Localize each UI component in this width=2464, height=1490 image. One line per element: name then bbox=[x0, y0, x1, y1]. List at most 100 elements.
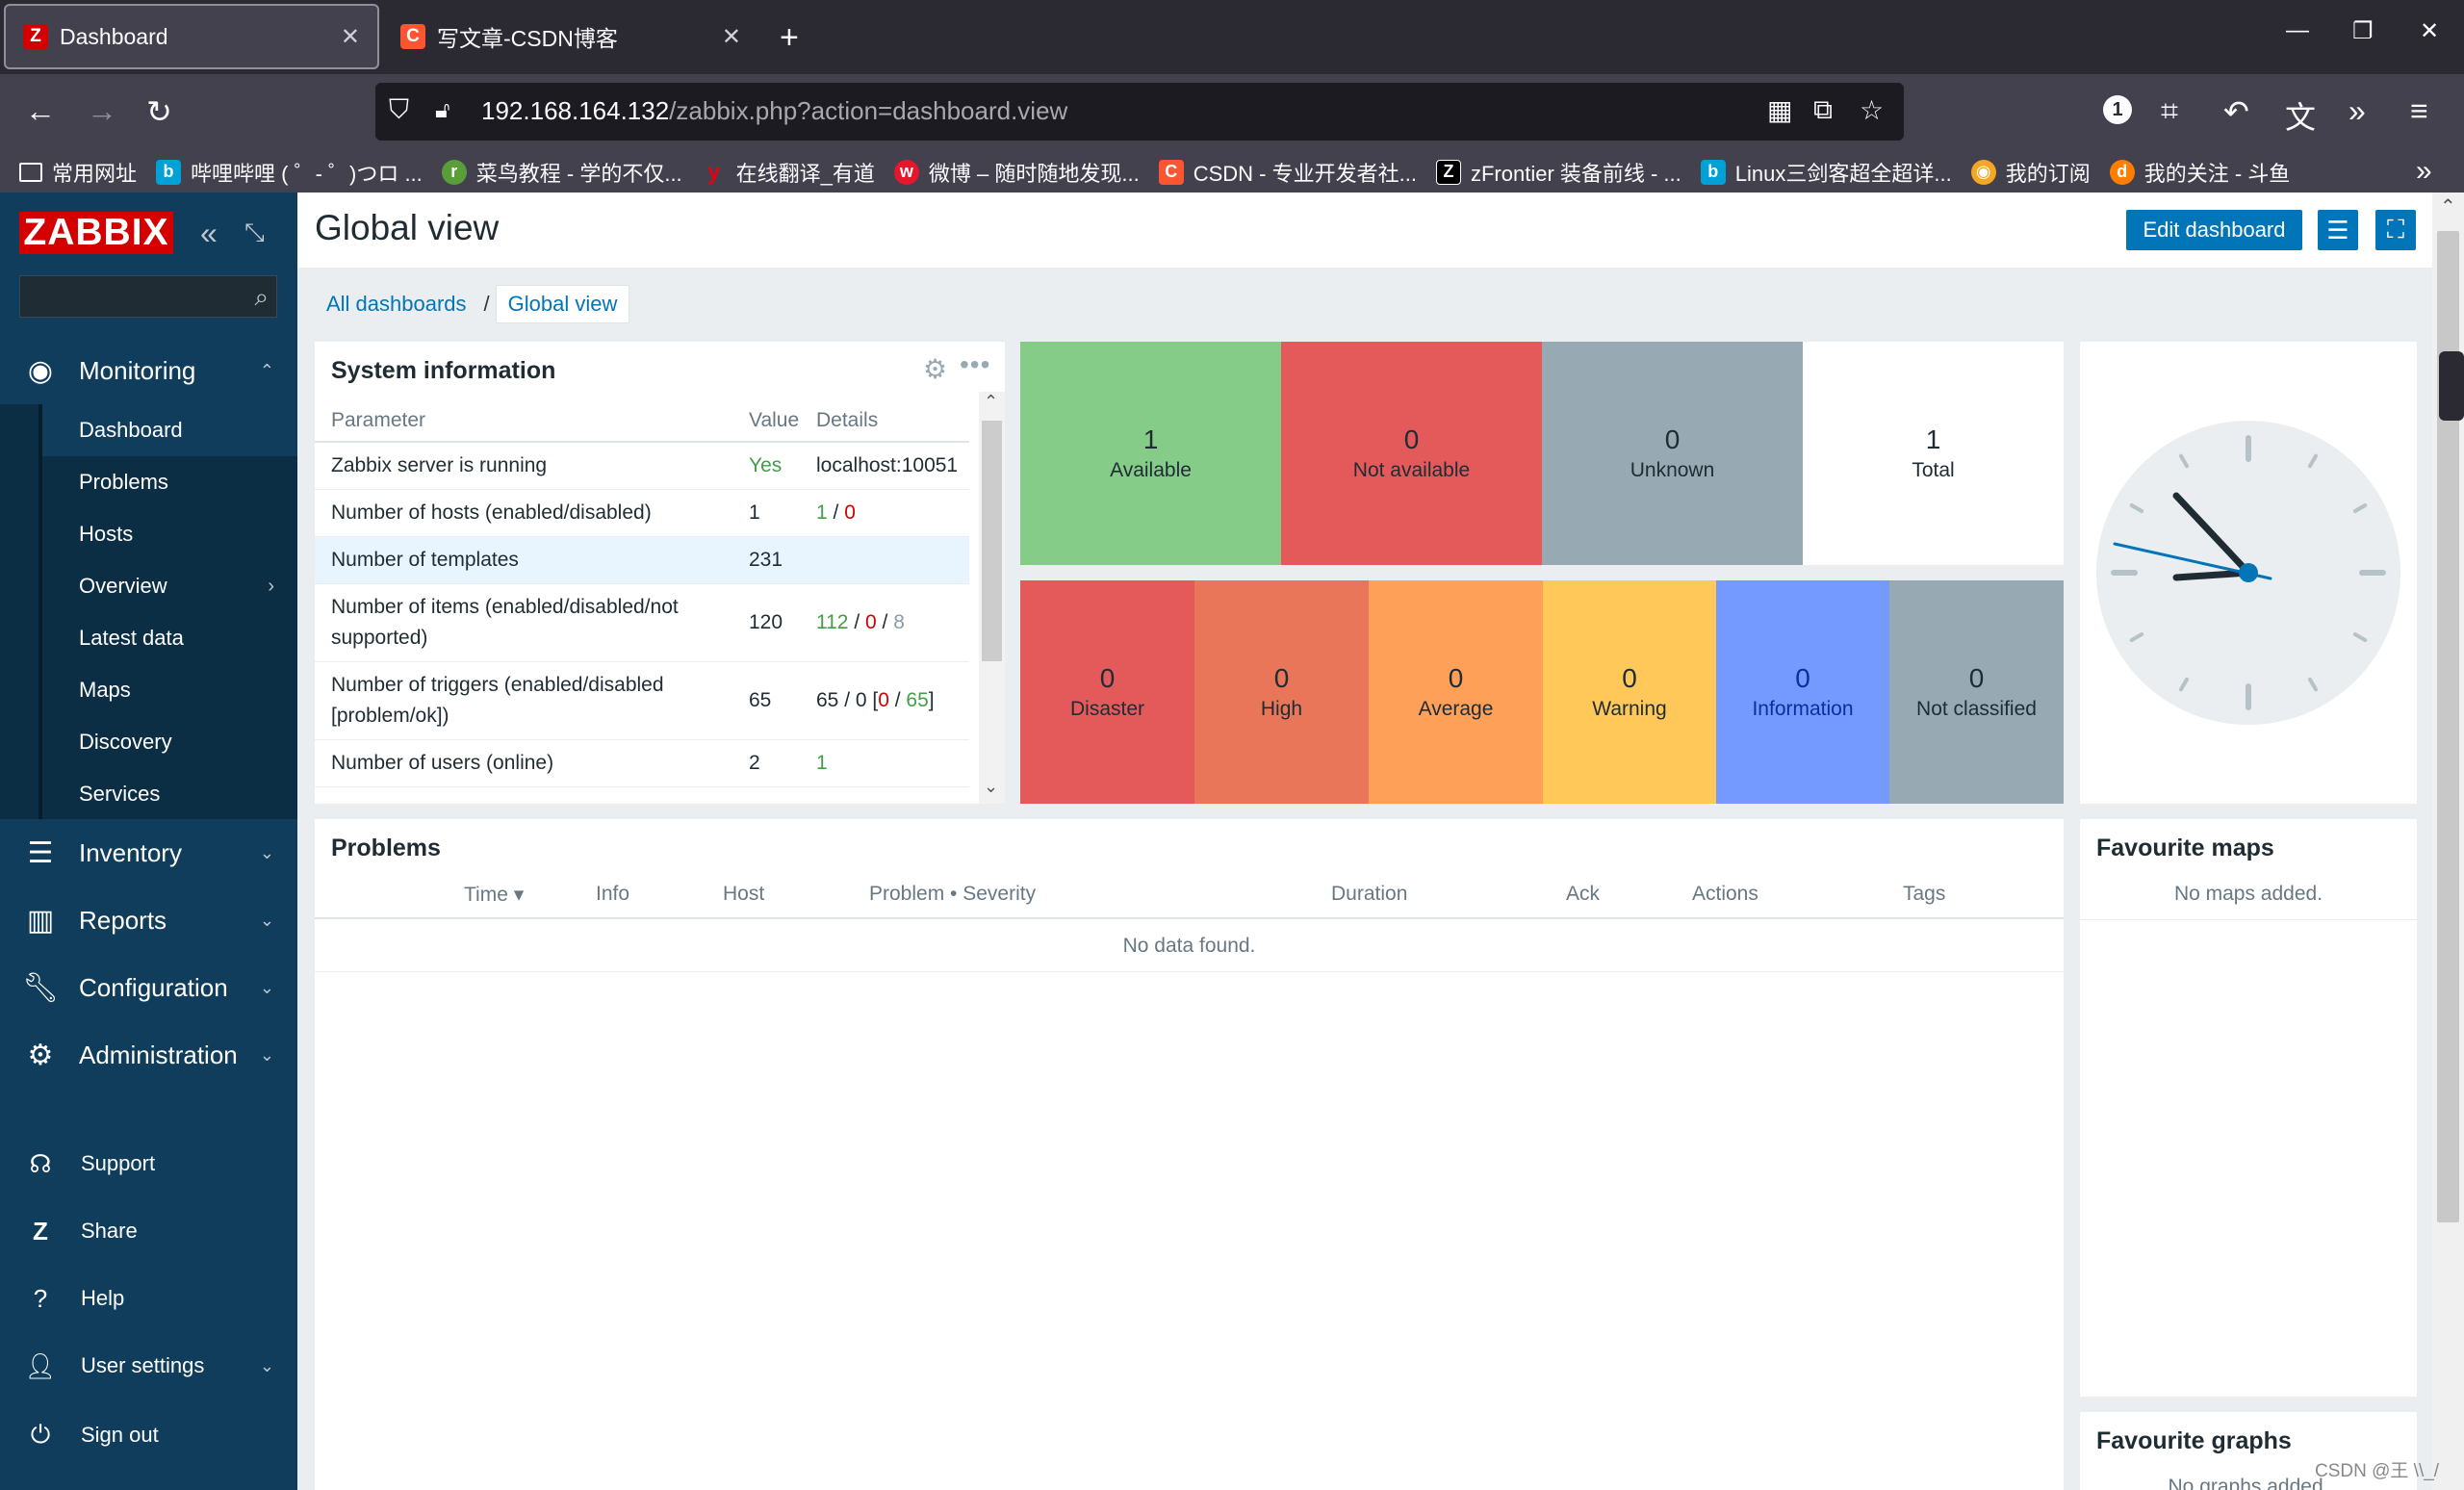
sidebar-item-hosts[interactable]: Hosts bbox=[79, 522, 134, 546]
close-tab-icon[interactable]: ✕ bbox=[721, 23, 741, 50]
zabbix-logo[interactable]: ZABBIX bbox=[19, 212, 173, 254]
restore-icon[interactable]: ❐ bbox=[2352, 18, 2374, 44]
host-status-total[interactable]: 1 Total bbox=[1803, 342, 2064, 565]
menu-support[interactable]: ☊ Support bbox=[0, 1130, 297, 1197]
menu-icon[interactable]: ≡ bbox=[2410, 93, 2428, 128]
widget-more-icon[interactable]: ••• bbox=[960, 349, 991, 379]
sidebar-item-discovery[interactable]: Discovery bbox=[79, 730, 172, 754]
bookmark-weibo[interactable]: w 微博 – 随时随地发现... bbox=[893, 157, 1140, 188]
kiosk-mode-icon[interactable]: ⤡ bbox=[244, 218, 265, 246]
scroll-down-icon[interactable]: ⌄ bbox=[984, 777, 999, 796]
menu-user-settings[interactable]: 👤︎ User settings ⌄ bbox=[0, 1332, 297, 1400]
sidebar-item-latest-data[interactable]: Latest data bbox=[79, 626, 184, 650]
widget-scrollbar[interactable]: ⌃ ⌄ bbox=[979, 392, 1005, 804]
new-tab-icon[interactable]: + bbox=[780, 19, 799, 56]
bookmarks-overflow-icon[interactable]: » bbox=[2416, 155, 2432, 187]
close-tab-icon[interactable]: ✕ bbox=[340, 23, 360, 50]
fullscreen-icon[interactable]: ⛶ bbox=[2375, 210, 2416, 250]
column-host[interactable]: Host bbox=[723, 883, 765, 905]
host-status-unknown[interactable]: 0 Unknown bbox=[1542, 342, 1803, 565]
sidebar: ZABBIX « ⤡ ⌕ ◉ Monitoring ⌃ Dashboard Pr… bbox=[0, 193, 297, 1490]
page-scrollbar-thumb[interactable] bbox=[2437, 231, 2459, 1222]
bookmark-bilibili[interactable]: b 哔哩哔哩 ( ゜- ゜)つロ ... bbox=[156, 157, 423, 188]
tab-title: 写文章-CSDN博客 bbox=[437, 26, 618, 51]
overflow-icon[interactable]: » bbox=[2348, 93, 2366, 128]
subscription-icon: ◉ bbox=[1970, 159, 1996, 185]
dashboard-actions-icon[interactable]: ☰ bbox=[2318, 210, 2358, 250]
chevron-down-icon: ⌄ bbox=[259, 910, 274, 930]
bookmark-csdn[interactable]: C CSDN - 专业开发者社... bbox=[1158, 157, 1417, 188]
headset-icon: ☊ bbox=[29, 1148, 52, 1178]
insecure-lock-icon[interactable]: 🔓︎ bbox=[435, 97, 450, 123]
table-row: Number of users (online) 2 1 bbox=[315, 739, 969, 787]
extension-badge-icon[interactable]: 1 bbox=[2103, 95, 2132, 124]
qr-code-icon[interactable]: ▦ bbox=[1767, 95, 1793, 125]
translate-ext-icon[interactable]: 文 bbox=[2285, 100, 2317, 135]
severity-average[interactable]: 0 Average bbox=[1369, 580, 1543, 804]
menu-sign-out[interactable]: ⏻ Sign out bbox=[0, 1401, 297, 1469]
reload-icon[interactable]: ↻ bbox=[146, 94, 172, 129]
host-status-not-available[interactable]: 0 Not available bbox=[1281, 342, 1542, 565]
search-input[interactable]: ⌕ bbox=[19, 275, 277, 318]
search-icon[interactable]: ⌕ bbox=[254, 282, 269, 311]
menu-administration[interactable]: ⚙ Administration ⌄ bbox=[0, 1021, 297, 1089]
side-panel-handle[interactable] bbox=[2439, 351, 2464, 421]
breadcrumb-all-dashboards[interactable]: All dashboards bbox=[326, 292, 467, 316]
bookmark-runoob[interactable]: r 菜鸟教程 - 学的不仅... bbox=[441, 157, 682, 188]
bookmark-youdao[interactable]: y 在线翻译_有道 bbox=[702, 157, 875, 188]
share-z-icon: Z bbox=[33, 1216, 48, 1246]
sidebar-item-services[interactable]: Services bbox=[79, 782, 161, 806]
clock-tick bbox=[2308, 453, 2318, 469]
severity-information[interactable]: 0 Information bbox=[1716, 580, 1889, 804]
url-bar[interactable]: ⛉ 🔓︎ 192.168.164.132/zabbix.php?action=d… bbox=[375, 83, 1904, 141]
sidebar-item-dashboard[interactable]: Dashboard bbox=[42, 404, 297, 456]
sidebar-item-overview[interactable]: Overview › bbox=[79, 574, 274, 598]
column-info: Info bbox=[596, 883, 630, 905]
menu-configuration[interactable]: 🔧︎ Configuration ⌄ bbox=[21, 971, 274, 1004]
crop-icon[interactable]: ⌗ bbox=[2161, 93, 2179, 128]
window-close-icon[interactable]: ✕ bbox=[2420, 18, 2440, 44]
menu-help[interactable]: ? Help bbox=[0, 1265, 297, 1332]
minimize-icon[interactable]: — bbox=[2286, 17, 2309, 43]
scroll-up-icon[interactable]: ⌃ bbox=[2440, 196, 2456, 218]
chevron-down-icon: ⌄ bbox=[259, 977, 274, 997]
bookmark-subscriptions[interactable]: ◉ 我的订阅 bbox=[1970, 157, 2091, 188]
menu-monitoring[interactable]: ◉ Monitoring ⌃ bbox=[0, 337, 297, 404]
url-text[interactable]: 192.168.164.132/zabbix.php?action=dashbo… bbox=[481, 96, 1068, 125]
scrollbar-thumb[interactable] bbox=[982, 421, 1002, 661]
severity-high[interactable]: 0 High bbox=[1194, 580, 1369, 804]
severity-warning[interactable]: 0 Warning bbox=[1543, 580, 1716, 804]
shield-icon[interactable]: ⛉ bbox=[389, 94, 410, 124]
column-problem-severity[interactable]: Problem • Severity bbox=[869, 883, 1037, 905]
sidebar-item-maps[interactable]: Maps bbox=[79, 678, 131, 702]
forward-icon[interactable]: → bbox=[87, 93, 117, 128]
translate-icon[interactable]: ⧉ bbox=[1813, 94, 1833, 124]
browser-nav-bar: ← → ↻ ⛉ 🔓︎ 192.168.164.132/zabbix.php?ac… bbox=[0, 74, 2464, 151]
menu-share[interactable]: Z Share bbox=[0, 1197, 297, 1265]
bookmark-douyu[interactable]: d 我的关注 - 斗鱼 bbox=[2109, 157, 2290, 188]
power-icon: ⏻ bbox=[30, 1420, 51, 1449]
undo-icon[interactable]: ↶ bbox=[2223, 94, 2249, 129]
bookmark-folder[interactable]: 常用网址 bbox=[19, 157, 137, 188]
host-status-available[interactable]: 1 Available bbox=[1020, 342, 1281, 565]
breadcrumb-current[interactable]: Global view bbox=[495, 285, 630, 323]
menu-inventory[interactable]: ☰ Inventory ⌄ bbox=[0, 819, 297, 886]
tab-dashboard[interactable]: Z Dashboard ✕ bbox=[4, 4, 379, 69]
sidebar-item-problems[interactable]: Problems bbox=[79, 470, 168, 494]
problems-by-severity-widget: 0 Disaster 0 High 0 Average 0 Warning 0 … bbox=[1020, 580, 2064, 804]
bookmark-linux[interactable]: b Linux三剑客超全超详... bbox=[1700, 157, 1952, 188]
scroll-up-icon[interactable]: ⌃ bbox=[984, 392, 999, 411]
menu-reports[interactable]: ▥ Reports ⌄ bbox=[0, 886, 297, 954]
edit-dashboard-button[interactable]: Edit dashboard bbox=[2126, 210, 2302, 250]
collapse-sidebar-icon[interactable]: « bbox=[200, 216, 218, 250]
severity-not-classified[interactable]: 0 Not classified bbox=[1889, 580, 2064, 804]
widget-settings-gear-icon[interactable]: ⚙ bbox=[923, 354, 948, 384]
column-time[interactable]: Time ▾ bbox=[464, 884, 525, 906]
tab-csdn[interactable]: C 写文章-CSDN博客 ✕ bbox=[383, 4, 758, 69]
clock-tick bbox=[2179, 453, 2189, 469]
severity-disaster[interactable]: 0 Disaster bbox=[1020, 580, 1194, 804]
bookmark-star-icon[interactable]: ☆ bbox=[1860, 95, 1885, 125]
divider bbox=[2080, 919, 2417, 920]
back-icon[interactable]: ← bbox=[25, 93, 56, 128]
